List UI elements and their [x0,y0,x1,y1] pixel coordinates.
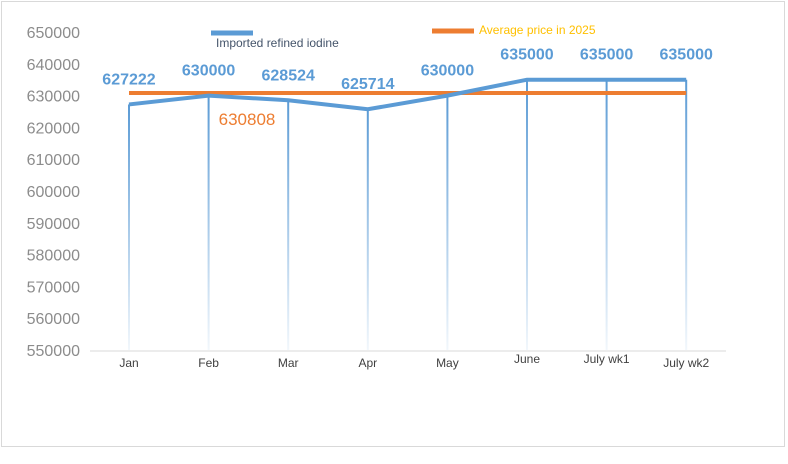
x-tick-label: Feb [198,356,219,370]
y-tick-label: 570000 [27,279,80,296]
drop-line [685,79,688,350]
data-label: 628524 [262,67,315,84]
x-tick-label: May [436,356,459,370]
series-layer [128,77,687,112]
legend-label-series-1: Imported refined iodine [216,36,339,50]
y-tick-label: 550000 [27,343,80,360]
x-tick-label: June [514,352,540,366]
y-tick-label: 600000 [27,184,80,201]
y-tick-label: 590000 [27,216,80,233]
x-tick-label: Apr [358,356,377,370]
drop-line [526,79,528,350]
legend: Imported refined iodine Average price in … [211,23,596,50]
x-tick-label: July wk1 [584,352,630,366]
y-tick-label: 630000 [27,89,80,106]
line-chart: 550000 560000 570000 580000 590000 600000 6100… [27,23,726,370]
y-tick-label: 610000 [27,152,80,169]
y-tick-label: 620000 [27,120,80,137]
drop-line [366,109,369,350]
data-label: 625714 [341,76,394,93]
y-tick-label: 560000 [27,311,80,328]
drop-line [446,95,449,350]
y-axis: 550000 560000 570000 580000 590000 600000 6100… [27,25,80,360]
data-label: 635000 [580,47,633,64]
data-label: 635000 [500,47,553,64]
data-labels: 627222 630000 628524 625714 630000 635000 6350… [102,47,713,129]
average-price-label: 630808 [219,110,276,129]
data-label: 630000 [421,63,474,80]
data-label: 627222 [102,71,155,88]
y-tick-label: 650000 [27,25,80,42]
y-tick-label: 580000 [27,248,80,265]
data-label: 630000 [182,63,235,80]
drop-line [287,100,290,351]
data-label: 635000 [660,47,713,64]
drop-line [207,95,210,350]
drop-lines [128,79,688,351]
x-axis: Jan Feb Mar Apr May June July wk1 July wk2 [90,350,726,370]
y-tick-label: 640000 [27,57,80,74]
imported-refined-iodine-line [128,77,687,112]
drop-line [128,104,130,350]
drop-line [605,79,608,350]
x-tick-label: July wk2 [663,356,709,370]
legend-label-series-2: Average price in 2025 [479,23,596,37]
chart-frame: 550000 560000 570000 580000 590000 600000 6100… [1,1,785,447]
x-tick-label: Mar [278,356,299,370]
x-tick-label: Jan [119,356,138,370]
